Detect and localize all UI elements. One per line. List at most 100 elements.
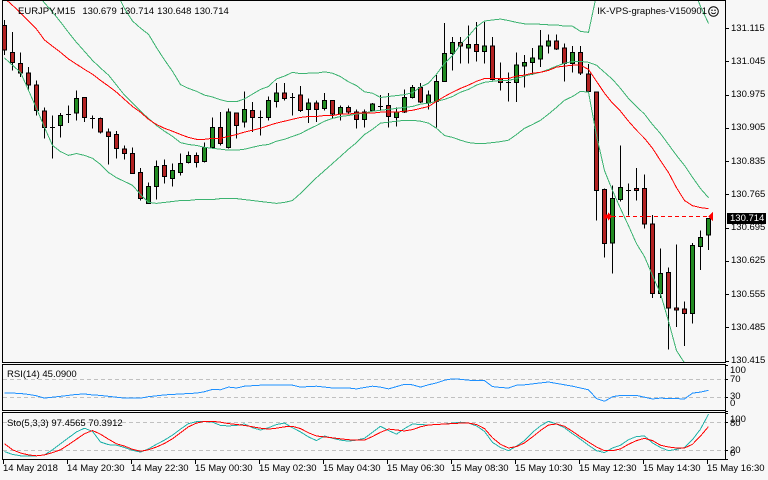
candle-body (266, 99, 271, 118)
time-axis-label: 15 May 10:30 (515, 463, 573, 474)
price-axis-label: 130.765 (731, 188, 766, 200)
candle-body (170, 170, 175, 180)
candle-body (130, 153, 135, 174)
candle (522, 55, 527, 88)
candle (114, 131, 119, 159)
candle-body (522, 61, 527, 67)
stochastic-axis-label: 80 (730, 418, 741, 429)
candle (698, 230, 703, 270)
candle-body (482, 45, 487, 52)
candle (282, 83, 287, 101)
candle (210, 117, 215, 149)
candle (442, 22, 447, 82)
candle-body (114, 134, 119, 149)
stochastic-axis-label: 0 (730, 448, 736, 459)
expert-advisor-label: IK-VPS-graphes-V150901 (597, 6, 707, 17)
rsi-axis-label: 0 (730, 398, 736, 409)
candle (98, 117, 103, 134)
stochastic-panel-frame (2, 412, 726, 460)
candle (90, 115, 95, 129)
candle-body (274, 92, 279, 102)
candle-body (194, 154, 199, 164)
candle-body (178, 162, 183, 174)
candle (130, 147, 135, 174)
candle-body (490, 45, 495, 80)
candle (50, 115, 55, 159)
candle-body (154, 165, 159, 187)
candle (290, 93, 295, 116)
candle (490, 37, 495, 81)
candle-body (570, 51, 575, 64)
candle-body (650, 223, 655, 295)
price-axis-label: 130.835 (731, 155, 766, 167)
candle-body (186, 154, 191, 164)
rsi-line (4, 378, 709, 402)
smiley-face-icon[interactable] (708, 6, 719, 17)
candle-body (10, 51, 15, 63)
candle (530, 48, 535, 76)
candle-body (674, 307, 679, 311)
candle (242, 91, 247, 128)
candle (226, 108, 231, 149)
candle (258, 110, 263, 136)
candle (690, 242, 695, 324)
candle (562, 43, 567, 82)
middle-band-line (42, 1, 709, 199)
candle-body (546, 40, 551, 47)
candle-body (586, 73, 591, 92)
candle (314, 100, 319, 123)
symbol-header: EURJPY,M15 130.679 130.714 130.648 130.714 (18, 6, 232, 17)
candle-body (434, 80, 439, 102)
rsi-axis-label: 70 (730, 374, 741, 385)
candle (474, 21, 479, 62)
candle (122, 145, 127, 160)
low-price: 130.648 (157, 6, 192, 17)
candle-body (442, 52, 447, 82)
candle-body (394, 111, 399, 118)
rsi-name: RSI(14) (7, 369, 40, 380)
candle-body (250, 109, 255, 118)
candle-body (26, 72, 31, 86)
candle (194, 152, 199, 168)
candle-body (690, 245, 695, 315)
candle-body (666, 272, 671, 309)
stochastic-axis-label: 100 (730, 414, 746, 425)
rsi-axis-label: 100 (730, 365, 746, 376)
candle-body (106, 131, 111, 137)
time-axis-label: 14 May 2018 (3, 463, 58, 474)
candle (634, 168, 639, 201)
candle-body (386, 105, 391, 117)
candle-body (162, 164, 167, 177)
candle-body (514, 64, 519, 83)
candle (386, 93, 391, 128)
candle (3, 20, 7, 56)
candle (602, 188, 607, 258)
upper-band-line (120, 1, 709, 103)
candle (682, 301, 687, 346)
open-price: 130.679 (82, 6, 117, 17)
candle (642, 174, 647, 229)
trade-entry-arrow-icon (604, 212, 612, 221)
candle (146, 182, 151, 204)
candle (466, 25, 471, 64)
candle (106, 128, 111, 165)
price-axis-label: 130.695 (731, 222, 766, 234)
time-axis-label: 15 May 04:30 (323, 463, 381, 474)
candle (370, 103, 375, 112)
time-axis-label: 15 May 08:30 (451, 463, 509, 474)
candle-body (418, 86, 423, 103)
candle-body (530, 57, 535, 63)
rsi-panel (3, 378, 725, 402)
candle-body (242, 108, 247, 123)
candle-body (234, 112, 239, 126)
candle (266, 96, 271, 121)
candle-body (282, 92, 287, 99)
price-axis-label: 131.115 (731, 22, 765, 34)
price-axis-label: 130.905 (731, 122, 766, 134)
candle (322, 93, 327, 111)
symbol-timeframe: EURJPY,M15 (18, 6, 76, 17)
candle (26, 67, 31, 91)
time-axis-label: 15 May 02:30 (259, 463, 317, 474)
high-price: 130.714 (119, 6, 155, 17)
